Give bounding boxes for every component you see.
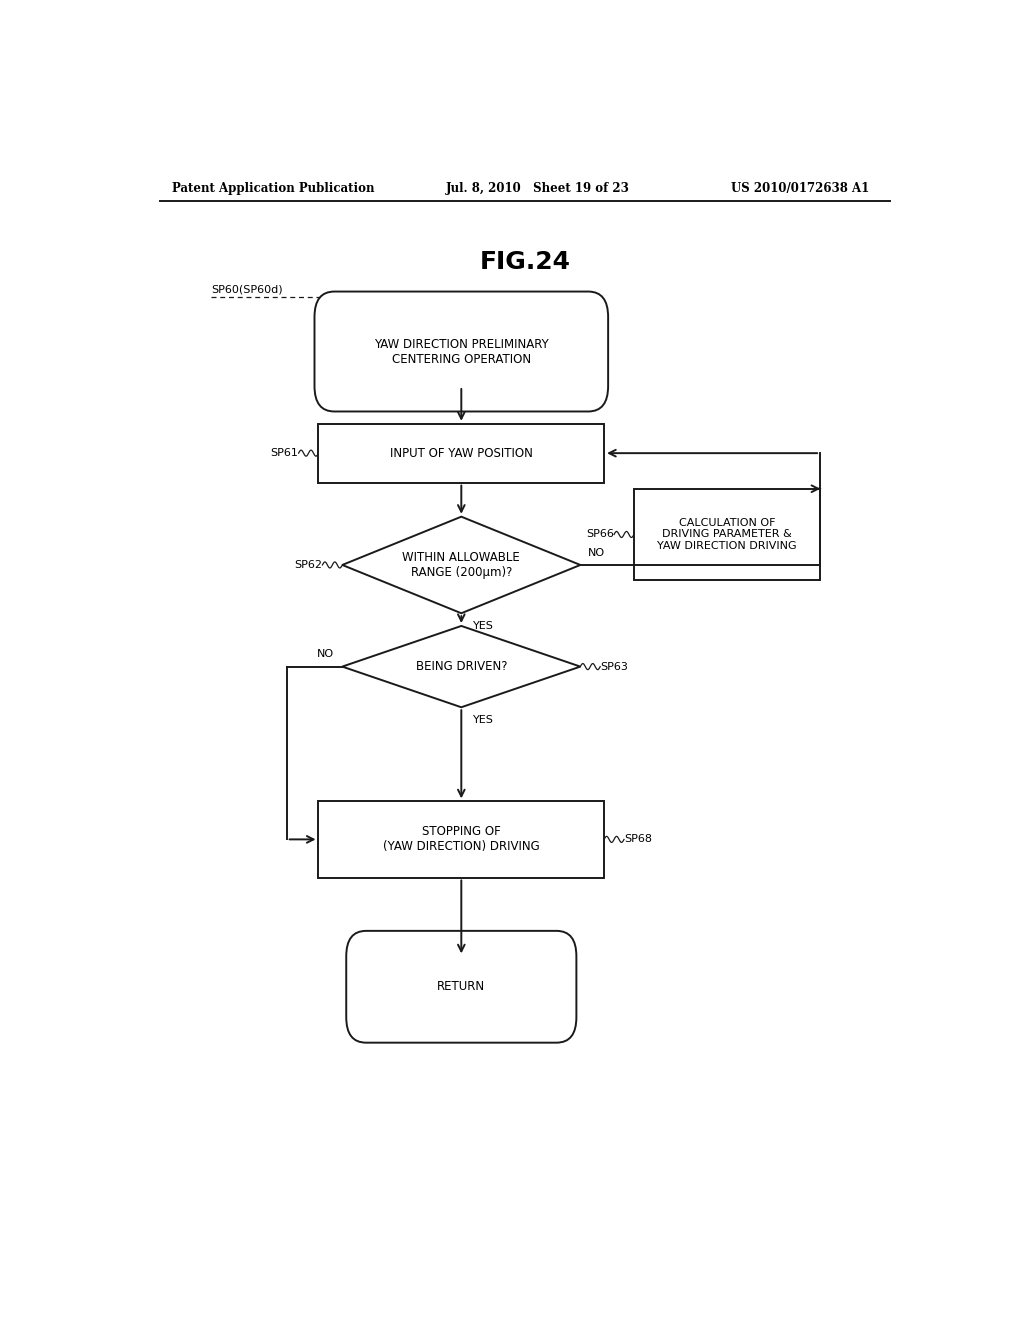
Text: NO: NO bbox=[588, 548, 605, 558]
Text: YES: YES bbox=[473, 715, 495, 726]
Text: SP61: SP61 bbox=[270, 449, 299, 458]
Text: NO: NO bbox=[317, 649, 334, 660]
Text: FIG.24: FIG.24 bbox=[479, 249, 570, 275]
Text: WITHIN ALLOWABLE
RANGE (200μm)?: WITHIN ALLOWABLE RANGE (200μm)? bbox=[402, 550, 520, 579]
Bar bbox=[318, 424, 604, 483]
Text: US 2010/0172638 A1: US 2010/0172638 A1 bbox=[731, 182, 869, 195]
FancyBboxPatch shape bbox=[314, 292, 608, 412]
Text: CALCULATION OF
DRIVING PARAMETER &
YAW DIRECTION DRIVING: CALCULATION OF DRIVING PARAMETER & YAW D… bbox=[657, 517, 797, 550]
Text: YES: YES bbox=[473, 622, 495, 631]
Text: STOPPING OF
(YAW DIRECTION) DRIVING: STOPPING OF (YAW DIRECTION) DRIVING bbox=[383, 825, 540, 854]
Polygon shape bbox=[342, 516, 581, 614]
Text: YAW DIRECTION PRELIMINARY
CENTERING OPERATION: YAW DIRECTION PRELIMINARY CENTERING OPER… bbox=[374, 338, 549, 366]
Bar bbox=[318, 801, 604, 878]
Polygon shape bbox=[342, 626, 581, 708]
Text: Jul. 8, 2010   Sheet 19 of 23: Jul. 8, 2010 Sheet 19 of 23 bbox=[445, 182, 630, 195]
Text: INPUT OF YAW POSITION: INPUT OF YAW POSITION bbox=[390, 446, 532, 459]
Bar bbox=[634, 488, 820, 581]
Text: SP66: SP66 bbox=[586, 529, 614, 540]
FancyBboxPatch shape bbox=[346, 931, 577, 1043]
Text: Patent Application Publication: Patent Application Publication bbox=[172, 182, 374, 195]
Text: SP68: SP68 bbox=[624, 834, 652, 845]
Text: SP62: SP62 bbox=[295, 560, 323, 570]
Text: SP63: SP63 bbox=[600, 661, 628, 672]
Text: SP60(SP60d): SP60(SP60d) bbox=[211, 285, 283, 294]
Text: BEING DRIVEN?: BEING DRIVEN? bbox=[416, 660, 507, 673]
Text: RETURN: RETURN bbox=[437, 981, 485, 993]
